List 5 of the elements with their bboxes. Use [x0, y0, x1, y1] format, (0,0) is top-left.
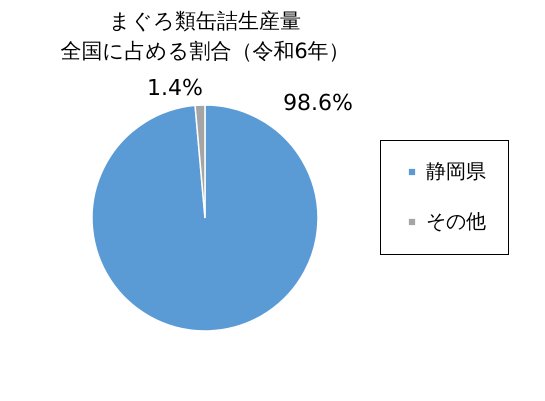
legend-label: その他 [426, 209, 486, 233]
data-label: 98.6% [283, 91, 353, 116]
data-label: 1.4% [147, 76, 203, 101]
legend-label: 静岡県 [426, 159, 486, 183]
chart-title: まぐろ類缶詰生産量全国に占める割合（令和6年） [60, 9, 350, 63]
